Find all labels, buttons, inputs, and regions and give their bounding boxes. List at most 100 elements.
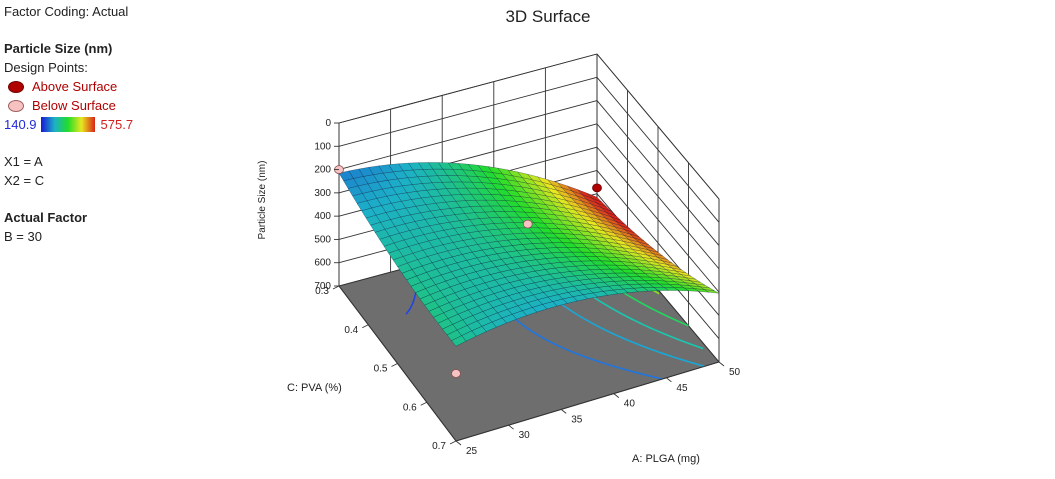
- box-edge: [455, 361, 720, 442]
- y-tick-label: 0.5: [374, 364, 388, 375]
- above-surface-label: Above Surface: [32, 79, 118, 94]
- surface-cell: [356, 200, 372, 211]
- surface-cell: [406, 191, 422, 200]
- surface-cell: [658, 283, 675, 288]
- surface-cell: [565, 199, 582, 209]
- surface-cell: [487, 298, 504, 308]
- surface-cell: [413, 234, 429, 244]
- surface-cell: [655, 267, 671, 274]
- surface-cell: [623, 241, 639, 248]
- surface-cell: [602, 237, 619, 244]
- surface-cell: [417, 162, 434, 170]
- surface-cell: [589, 269, 606, 275]
- surface-cell: [561, 242, 578, 248]
- x-tick: [613, 393, 620, 398]
- z-axis-label: Particle Size (nm): [257, 161, 268, 240]
- factor-coding-label: Factor Coding: Actual: [4, 4, 129, 19]
- surface-cell: [419, 294, 435, 306]
- surface-cell: [504, 211, 520, 218]
- surface-cell: [591, 251, 608, 258]
- design-point: [522, 219, 533, 229]
- y-tick: [449, 440, 457, 445]
- y-tick-label: 0.3: [315, 286, 329, 297]
- surface-cell: [460, 265, 477, 275]
- below-surface-marker-icon: [8, 99, 24, 112]
- z-tick-label: 100: [314, 141, 331, 152]
- z-tick-label: 600: [314, 258, 331, 269]
- wall-grid-line: [596, 146, 720, 293]
- surface-cell: [372, 172, 389, 183]
- surface-cell: [462, 238, 479, 247]
- surface-cell: [476, 316, 493, 327]
- y-tick-label: 0.6: [403, 402, 417, 413]
- surface-cell: [494, 211, 510, 218]
- x-tick: [718, 361, 725, 367]
- surface-cell: [392, 170, 409, 180]
- surface-cell: [551, 252, 567, 258]
- wall-grid-line: [596, 53, 720, 200]
- surface-cell: [392, 256, 408, 267]
- actual-factor-title: Actual Factor: [4, 210, 88, 225]
- surface-cell: [408, 162, 424, 171]
- surface-cell: [576, 189, 592, 199]
- surface-cell: [614, 272, 631, 278]
- y-tick: [391, 363, 398, 367]
- surface-cell: [601, 252, 618, 258]
- surface-cell: [491, 317, 507, 328]
- gradient-max-label: 575.7: [100, 117, 134, 132]
- gradient-min-label: 140.9: [4, 117, 37, 132]
- surface-cell: [553, 287, 569, 295]
- surface-cell: [442, 242, 459, 252]
- surface-cell: [424, 300, 440, 312]
- surface-cell: [571, 190, 587, 200]
- y-tick: [332, 285, 340, 290]
- x-tick-label: 25: [466, 446, 478, 457]
- surface-cell: [595, 214, 611, 223]
- surface-cell: [595, 256, 612, 262]
- surface-cell: [544, 204, 561, 212]
- surface-cell: [568, 280, 585, 287]
- surface-cell: [451, 335, 467, 347]
- gradient-bar: [40, 117, 95, 132]
- surface-cell: [446, 175, 463, 183]
- x-axis-label: A: PLGA (mg): [632, 453, 700, 465]
- surface-cell: [541, 242, 558, 249]
- surface-cell: [644, 273, 661, 278]
- surface-cell: [598, 277, 615, 283]
- response-surface: [338, 162, 720, 347]
- surface-cell: [580, 260, 597, 266]
- surface-cell: [482, 307, 498, 318]
- surface-cell: [436, 265, 452, 276]
- surface-cell: [504, 200, 521, 207]
- surface-cell: [423, 231, 439, 242]
- surface-cell: [586, 192, 602, 203]
- surface-cell: [431, 259, 448, 270]
- z-tick-label: 0: [325, 118, 331, 129]
- z-tick-label: 400: [314, 211, 331, 222]
- surface-cell: [621, 254, 638, 260]
- surface-cell: [362, 174, 379, 185]
- surface-cell: [563, 224, 580, 231]
- surface-cell: [680, 274, 696, 280]
- x-tick-label: 35: [571, 414, 583, 425]
- surface-cell: [683, 287, 699, 292]
- surface-cell: [540, 190, 557, 199]
- surface-cell: [368, 165, 384, 175]
- above-surface-legend-item: Above Surface: [4, 77, 174, 96]
- surface-cell: [582, 234, 599, 242]
- surface-cell: [458, 294, 475, 305]
- surface-cell: [507, 169, 523, 178]
- surface-cell: [587, 231, 604, 239]
- surface-cell: [516, 171, 533, 181]
- surface-cell: [531, 179, 548, 188]
- surface-cell: [659, 271, 676, 277]
- surface-cell: [448, 220, 465, 229]
- surface-cell: [704, 289, 720, 294]
- surface-cell: [530, 264, 546, 272]
- surface-cell: [486, 177, 503, 185]
- chart-title: 3D Surface: [505, 7, 590, 26]
- surface-cell: [427, 162, 444, 170]
- x-tick: [666, 377, 672, 383]
- surface-cell: [378, 164, 394, 174]
- surface-cell: [500, 257, 517, 265]
